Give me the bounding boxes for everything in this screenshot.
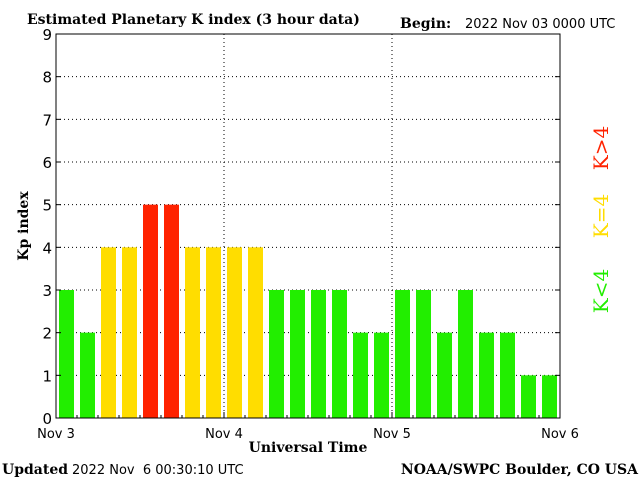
source-credit: NOAA/SWPC Boulder, CO USA: [401, 462, 639, 478]
kp-bar: [290, 290, 305, 418]
y-tick-label: 8: [42, 69, 52, 87]
y-tick-label: 6: [42, 154, 52, 172]
kp-bar: [122, 247, 137, 418]
axis-ticks: 0 1 2 3 4 5 6 7 8 9 Nov 3 Nov 4 Nov 5 Nov 6: [37, 26, 579, 442]
kp-bar: [269, 290, 284, 418]
legend-low: K<4: [589, 269, 613, 313]
y-axis-label: Kp index: [16, 191, 32, 261]
x-tick-label: Nov 5: [373, 427, 411, 442]
kp-bar: [353, 332, 368, 418]
kp-bar: [164, 204, 179, 418]
kp-bar: [542, 375, 557, 418]
bars: [59, 204, 557, 418]
y-tick-label: 2: [42, 325, 52, 343]
kp-bar: [59, 290, 74, 418]
kp-bar: [80, 332, 95, 418]
kp-bar: [227, 247, 242, 418]
kp-bar: [185, 247, 200, 418]
y-tick-label: 7: [42, 111, 52, 129]
kp-bar: [395, 290, 410, 418]
kp-bar: [500, 332, 515, 418]
begin-label: Begin:: [400, 16, 451, 32]
y-tick-label: 9: [42, 26, 52, 44]
legend-high: K>4: [589, 126, 613, 170]
y-tick-label: 3: [42, 282, 52, 300]
updated-label: Updated: [2, 462, 68, 478]
y-tick-label: 0: [42, 410, 52, 428]
chart-title: Estimated Planetary K index (3 hour data…: [27, 12, 360, 28]
grid: [56, 34, 560, 418]
x-tick-label: Nov 4: [205, 427, 243, 442]
kp-bar: [311, 290, 326, 418]
kp-bar: [458, 290, 473, 418]
legend-equal: K=4: [589, 194, 613, 238]
y-tick-label: 5: [42, 197, 52, 215]
kp-bar: [101, 247, 116, 418]
updated-value: 2022 Nov 6 00:30:10 UTC: [72, 463, 244, 478]
x-tick-label: Nov 3: [37, 427, 75, 442]
y-tick-label: 1: [42, 367, 52, 385]
x-axis-label: Universal Time: [249, 440, 368, 456]
plot-frame: [55, 33, 561, 419]
kp-bar: [374, 332, 389, 418]
kp-bar: [206, 247, 221, 418]
x-tick-label: Nov 6: [541, 427, 579, 442]
kp-bar: [416, 290, 431, 418]
kp-bar: [521, 375, 536, 418]
y-tick-label: 4: [42, 239, 52, 257]
kp-bar: [479, 332, 494, 418]
begin-value: 2022 Nov 03 0000 UTC: [465, 17, 615, 32]
kp-bar: [437, 332, 452, 418]
kp-bar: [332, 290, 347, 418]
kp-bar: [143, 204, 158, 418]
kp-bar: [248, 247, 263, 418]
